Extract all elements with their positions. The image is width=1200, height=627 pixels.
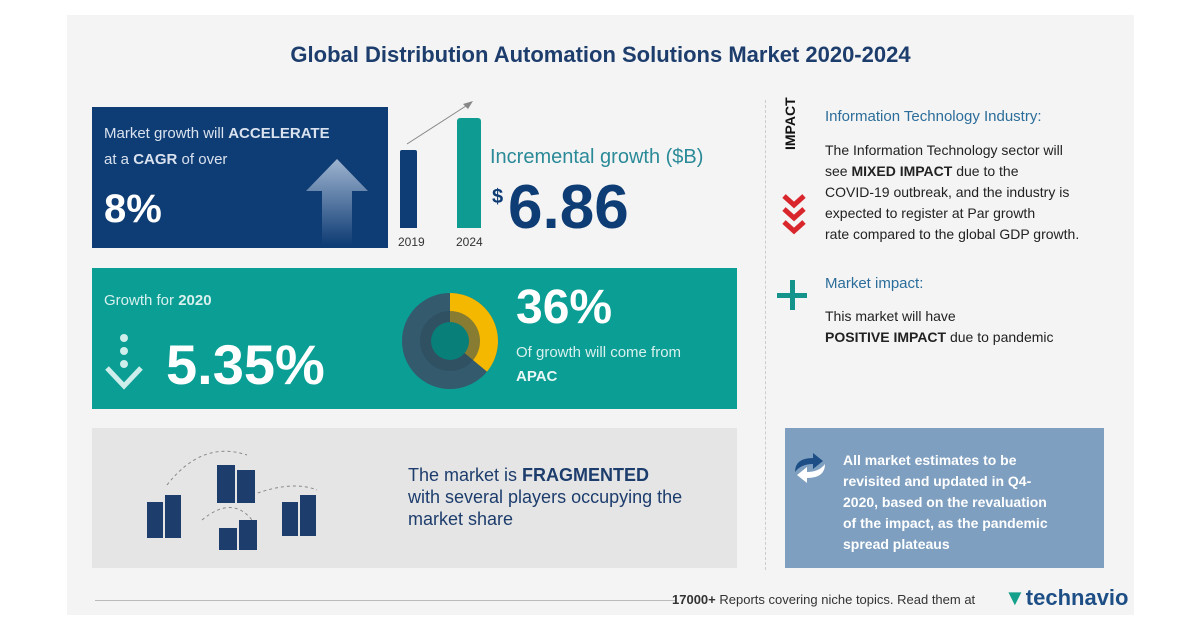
apac-value: 36% [516,281,613,334]
fragmented-text: The market is FRAGMENTED with several pl… [408,465,683,529]
trend-arrow-icon [406,101,473,145]
up-arrow-icon [306,159,368,245]
footer-rule [95,600,675,601]
year-label-2019: 2019 [398,235,425,249]
chevrons-down-icon [782,194,806,235]
currency-symbol: $ [492,186,504,208]
impact-text: The Information Technology sector will s… [825,142,1080,242]
impact-heading: Information Technology Industry: [825,108,1042,125]
page-title: Global Distribution Automation Solutions… [290,42,911,67]
divider [765,100,766,570]
apac-text: Of growth will come from [516,344,682,361]
year-label-2024: 2024 [456,235,483,249]
plus-icon [777,280,807,310]
buildings-network-icon [147,450,318,550]
cagr-line2: at a CAGR of over [104,151,228,168]
footer-text: 17000+ Reports covering niche topics. Re… [672,592,976,607]
notice-text: All market estimates to be revisited and … [843,452,1048,552]
apac-region: APAC [516,368,558,385]
bar-2024 [457,118,481,228]
growth-card: Growth for 2020 5.35% 36% Of growth will… [92,268,737,409]
apac-donut-chart [402,293,498,389]
growth-value: 5.35% [166,333,325,396]
refresh-icon [795,453,825,483]
notice-card: All market estimates to be revisited and … [785,428,1104,568]
cagr-card: Market growth will ACCELERATE at a CAGR … [92,107,388,248]
technavio-logo[interactable]: ▼technavio [1004,585,1129,610]
bar-2019 [400,150,417,228]
market-impact-heading: Market impact: [825,275,924,292]
fragmented-card: The market is FRAGMENTED with several pl… [92,428,737,568]
cagr-value: 8% [104,187,162,231]
incremental-label: Incremental growth ($B) [490,146,704,168]
growth-label: Growth for 2020 [104,292,212,309]
impact-vertical-label: IMPACT [782,97,798,150]
down-arrow-icon [105,334,143,390]
incremental-value: 6.86 [508,173,629,242]
market-impact-text: This market will have POSITIVE IMPACT du… [825,308,1054,345]
cagr-line1: Market growth will ACCELERATE [104,125,330,142]
